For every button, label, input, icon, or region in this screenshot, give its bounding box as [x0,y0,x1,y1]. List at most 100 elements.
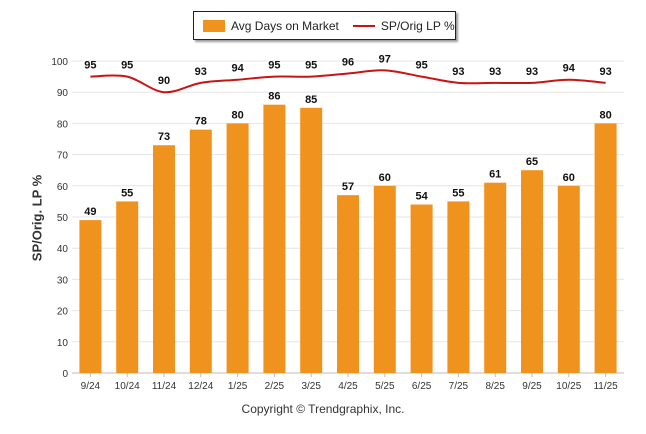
axis: 0 10 20 30 40 50 60 70 80 90 100 9/24 10/24 11/24 12/2… [51,57,618,392]
line-point[interactable] [88,74,93,79]
bar[interactable] [116,201,139,373]
line-point[interactable] [272,74,277,79]
bar-value-label: 54 [415,191,428,203]
line-point[interactable] [382,68,387,73]
line-value-label: 93 [489,66,501,78]
x-tick-label: 11/24 [152,381,177,392]
legend-item-line[interactable]: SP/Orig LP % [339,19,455,33]
line-point[interactable] [309,74,314,79]
legend: Avg Days on Market SP/Orig LP % [193,11,456,40]
x-tick-label: 12/24 [188,381,213,392]
x-tick-label: 4/25 [338,381,358,392]
bar[interactable] [337,195,359,373]
line-value-label: 93 [599,66,611,78]
x-tick-label: 2/25 [265,381,285,392]
bar-value-label: 61 [489,169,501,181]
line-point[interactable] [235,77,240,82]
bar[interactable] [484,182,507,373]
bar[interactable] [79,220,102,373]
legend-bar-label: Avg Days on Market [231,18,339,33]
x-tick-label: 8/25 [485,381,505,392]
x-tick-label: 10/25 [556,381,581,392]
y-tick-label: 20 [57,307,69,318]
bar[interactable] [447,201,470,373]
bar-value-label: 86 [268,91,280,103]
bar-value-label: 55 [121,187,133,199]
bar[interactable] [300,107,323,374]
line-value-label: 95 [268,60,280,72]
bar-value-label: 60 [563,172,575,184]
line-value-label: 94 [563,63,576,75]
bar[interactable] [153,145,175,373]
line-value-label: 90 [158,75,170,87]
bar-value-label: 57 [342,181,354,193]
bar[interactable] [263,104,286,374]
line-point[interactable] [198,80,203,85]
bar-value-label: 73 [158,131,170,143]
line-point[interactable] [125,74,130,79]
line-value-label: 93 [195,66,207,78]
line-series [88,68,608,95]
y-tick-label: 0 [62,369,68,380]
line-value-label: 95 [415,60,427,72]
y-tick-label: 30 [57,275,69,286]
bar[interactable] [521,170,543,373]
y-tick-label: 40 [57,244,69,255]
y-tick-label: 70 [57,151,69,162]
bar-series [79,104,617,374]
line-point[interactable] [456,80,461,85]
bar-value-label: 78 [195,116,207,128]
bar-value-label: 60 [379,172,391,184]
data-labels: 49 55 73 78 80 86 85 57 60 54 55 61 65 60 80 95 95 90 93 94… [84,53,611,218]
bar-value-label: 65 [526,156,538,168]
bar-value-label: 85 [305,94,317,106]
x-tick-label: 3/25 [301,381,321,392]
line-point[interactable] [603,80,608,85]
line-value-label: 95 [305,60,317,72]
legend-line-swatch [352,24,375,27]
line-value-label: 94 [231,63,244,75]
line-value-label: 93 [452,66,464,78]
y-tick-label: 100 [51,57,68,68]
bar-value-label: 80 [599,109,611,121]
x-tick-label: 10/24 [115,381,140,392]
legend-line-label: SP/Orig LP % [380,18,455,33]
line-value-label: 95 [121,60,133,72]
x-tick-label: 1/25 [228,381,248,392]
line-value-label: 93 [526,66,538,78]
bar-value-label: 80 [231,109,243,121]
line-point[interactable] [419,74,424,79]
y-tick-label: 80 [57,119,69,130]
x-tick-label: 9/25 [522,381,542,392]
legend-item-bar[interactable]: Avg Days on Market [194,19,339,33]
x-tick-label: 6/25 [412,381,432,392]
line-value-label: 97 [379,53,391,65]
x-tick-label: 9/24 [81,381,101,392]
bar[interactable] [410,204,433,373]
y-tick-label: 50 [57,213,69,224]
bar[interactable] [373,185,396,373]
bar[interactable] [226,123,249,374]
bar-value-label: 55 [452,187,464,199]
line-path [90,69,606,94]
line-value-label: 95 [84,60,96,72]
bar[interactable] [594,123,617,374]
x-tick-label: 7/25 [449,381,469,392]
line-point[interactable] [530,80,535,85]
line-point[interactable] [162,90,167,95]
y-axis-label: SP/Orig. LP % [29,174,45,262]
line-point[interactable] [566,77,571,82]
y-tick-label: 60 [57,182,69,193]
line-point[interactable] [493,80,498,85]
legend-bar-swatch [203,19,225,32]
y-tick-label: 90 [57,88,69,99]
x-tick-label: 11/25 [593,381,618,392]
bar[interactable] [557,185,580,373]
bar-value-label: 49 [84,206,96,218]
y-tick-label: 10 [57,338,69,349]
copyright-footer: Copyright © Trendgraphix, Inc. [241,402,405,416]
line-point[interactable] [346,71,351,76]
x-tick-label: 5/25 [375,381,395,392]
bar[interactable] [189,129,212,373]
